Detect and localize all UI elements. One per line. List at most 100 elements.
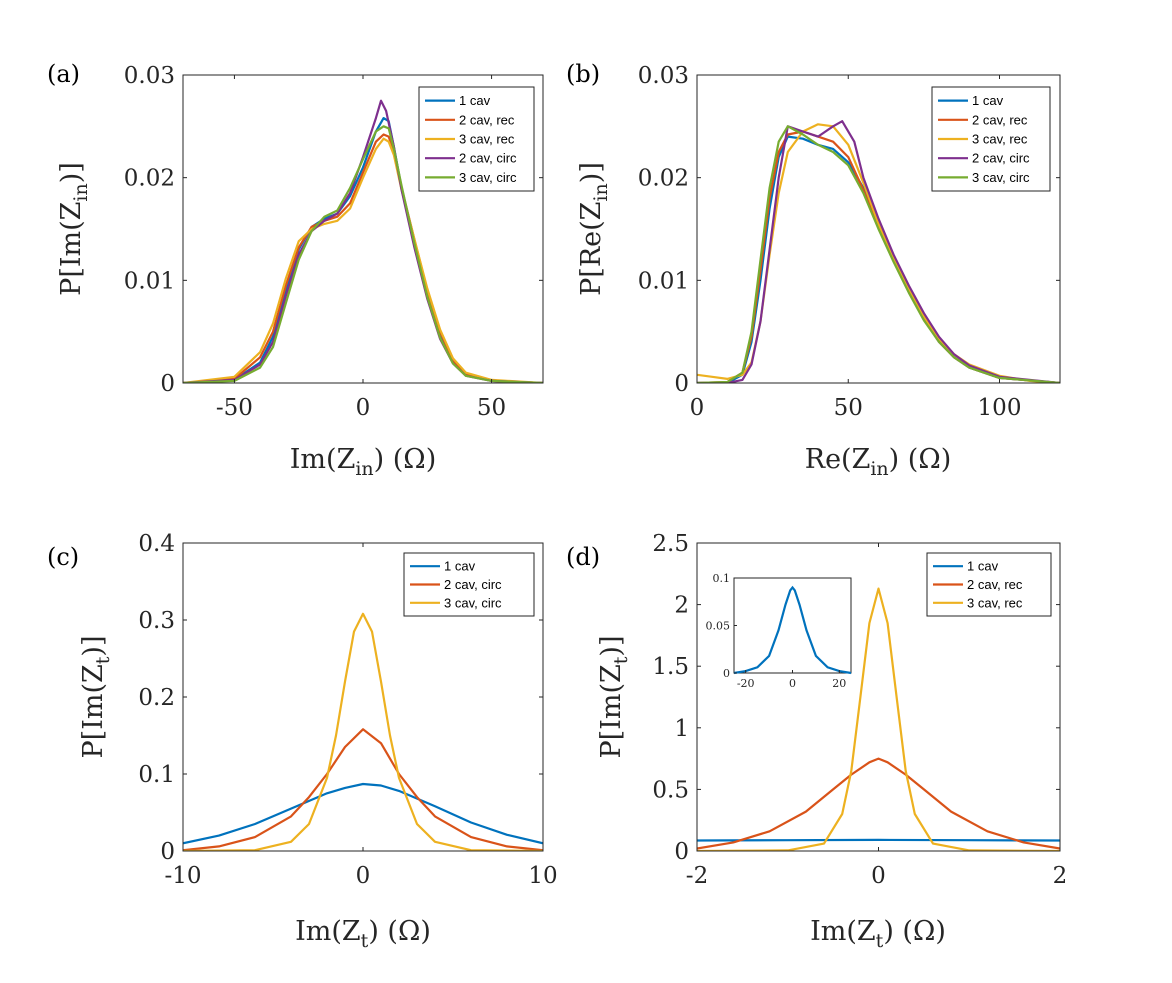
y-axis-label-a-sub: in xyxy=(70,183,92,201)
y-axis-label-d-sub: t xyxy=(610,656,632,664)
legend-entry-c-1: 2 cav, circ xyxy=(444,577,502,592)
x-axis-label-a-main: Im(Z xyxy=(290,444,356,475)
x-axis-label-d-sub: t xyxy=(876,930,884,952)
legend-entry-b-0: 1 cav xyxy=(972,93,1004,108)
legend-entry-b-1: 2 cav, rec xyxy=(972,112,1028,127)
x-axis-label-b-main: Re(Z xyxy=(805,444,871,475)
x-axis-label-d-main: Im(Z xyxy=(810,916,876,947)
series-line-a-2 xyxy=(183,137,543,383)
series-line-c-2 xyxy=(183,612,543,851)
xtick-label-c-2: 10 xyxy=(528,863,557,889)
inset-xtick-label-0: -20 xyxy=(737,677,755,690)
y-axis-label-d-main: P[Im(Z xyxy=(596,664,627,758)
y-axis-label-a-tail: )] xyxy=(56,162,87,183)
inset-d: -20 0 20 0 0.05 0.1 xyxy=(706,572,852,690)
x-axis-label-c-tail: ) (Ω) xyxy=(368,916,431,947)
legend-entry-d-1: 2 cav, rec xyxy=(967,577,1023,592)
inset-xtick-label-1: 0 xyxy=(789,677,796,690)
inset-ytick-label-1: 0.05 xyxy=(706,620,731,633)
legend-b: 1 cav 2 cav, rec 3 cav, rec 2 cav, circ 3 ca… xyxy=(931,86,1051,192)
series-line-b-3 xyxy=(697,120,1060,383)
legend-entry-b-3: 2 cav, circ xyxy=(972,151,1030,166)
ytick-label-d-1: 0.5 xyxy=(652,777,689,803)
panel-letter-d: (d) xyxy=(566,543,600,571)
x-axis-label-a-tail: ) (Ω) xyxy=(374,444,437,475)
legend-entry-b-2: 3 cav, rec xyxy=(972,132,1028,147)
x-axis-label-b-sub: in xyxy=(870,458,888,480)
xtick-label-b-0: 0 xyxy=(690,395,705,421)
y-axis-label-d-tail: )] xyxy=(596,636,627,657)
ytick-label-c-0: 0 xyxy=(160,839,175,865)
y-axis-label-c-tail: )] xyxy=(78,636,109,657)
legend-entry-a-1: 2 cav, rec xyxy=(459,112,515,127)
xtick-label-b-2: 100 xyxy=(978,395,1022,421)
series-line-b-4 xyxy=(697,125,1060,383)
y-axis-label-b-tail: )] xyxy=(576,162,607,183)
x-axis-label-a-sub: in xyxy=(355,458,373,480)
ytick-label-d-4: 2 xyxy=(674,593,689,619)
ytick-label-d-2: 1 xyxy=(674,716,689,742)
axes-box-b xyxy=(696,74,1061,384)
legend-entry-a-3: 2 cav, circ xyxy=(459,151,517,166)
series-line-d-0 xyxy=(697,838,1060,842)
ytick-label-c-2: 0.2 xyxy=(138,685,175,711)
inset-series-line-0 xyxy=(733,585,852,675)
xtick-label-c-0: -10 xyxy=(164,863,201,889)
legend-entry-d-2: 3 cav, rec xyxy=(967,595,1023,610)
y-axis-label-c: P[Im(Zt)] xyxy=(78,636,114,759)
legend-entry-b-4: 3 cav, circ xyxy=(972,170,1030,185)
legend-entry-a-0: 1 cav xyxy=(459,93,491,108)
y-axis-label-a: P[Im(Zin)] xyxy=(56,162,92,296)
legend-entry-c-0: 1 cav xyxy=(444,559,476,574)
x-axis-label-d: Im(Zt) (Ω) xyxy=(810,916,946,952)
ytick-label-a-0: 0 xyxy=(160,371,175,397)
inset-ytick-label-0: 0 xyxy=(723,667,730,680)
xtick-label-d-2: 2 xyxy=(1053,863,1068,889)
legend-d: 1 cav 2 cav, rec 3 cav, rec xyxy=(926,552,1052,617)
ytick-label-b-2: 0.02 xyxy=(638,166,689,192)
xtick-label-a-1: 0 xyxy=(356,395,371,421)
ytick-label-a-1: 0.01 xyxy=(124,268,175,294)
y-axis-label-a-main: P[Im(Z xyxy=(56,202,87,296)
ytick-label-b-1: 0.01 xyxy=(638,268,689,294)
series-line-d-1 xyxy=(697,757,1060,850)
inset-box xyxy=(733,577,852,674)
series-line-c-0 xyxy=(183,782,543,845)
xtick-label-c-1: 0 xyxy=(356,863,371,889)
inset-xtick-label-2: 20 xyxy=(832,677,846,690)
y-axis-label-b-main: P[Re(Z xyxy=(576,202,607,296)
ytick-label-a-3: 0.03 xyxy=(124,63,175,89)
y-axis-label-b: P[Re(Zin)] xyxy=(576,162,612,296)
legend-entry-d-0: 1 cav xyxy=(967,559,999,574)
xtick-label-a-0: -50 xyxy=(216,395,253,421)
x-axis-label-b: Re(Zin) (Ω) xyxy=(805,444,952,480)
xtick-label-d-1: 0 xyxy=(871,863,886,889)
y-axis-label-d: P[Im(Zt)] xyxy=(596,636,632,759)
x-axis-label-c: Im(Zt) (Ω) xyxy=(295,916,431,952)
ytick-label-c-4: 0.4 xyxy=(138,531,175,557)
x-axis-label-c-main: Im(Z xyxy=(295,916,361,947)
x-axis-label-b-tail: ) (Ω) xyxy=(889,444,952,475)
legend-entry-c-2: 3 cav, circ xyxy=(444,595,502,610)
legend-entry-a-2: 3 cav, rec xyxy=(459,132,515,147)
ytick-label-a-2: 0.02 xyxy=(124,166,175,192)
ytick-label-b-3: 0.03 xyxy=(638,63,689,89)
xtick-label-d-0: -2 xyxy=(686,863,708,889)
ytick-label-c-3: 0.3 xyxy=(138,608,175,634)
y-axis-label-b-sub: in xyxy=(590,183,612,201)
x-axis-label-a: Im(Zin) (Ω) xyxy=(290,444,436,480)
series-line-c-1 xyxy=(183,728,543,851)
ytick-label-d-3: 1.5 xyxy=(652,654,689,680)
panel-letter-b: (b) xyxy=(566,60,600,88)
ytick-label-b-0: 0 xyxy=(674,371,689,397)
ytick-label-d-0: 0 xyxy=(674,839,689,865)
legend-c: 1 cav 2 cav, circ 3 cav, circ xyxy=(403,552,535,617)
panel-letter-a: (a) xyxy=(47,60,80,88)
ytick-label-c-1: 0.1 xyxy=(138,762,175,788)
ytick-label-d-5: 2.5 xyxy=(652,531,689,557)
panel-d: -2 0 200.511.522.5Im(Zt) (Ω)P[Im(Zt)](d) 1 … xyxy=(566,531,1067,952)
